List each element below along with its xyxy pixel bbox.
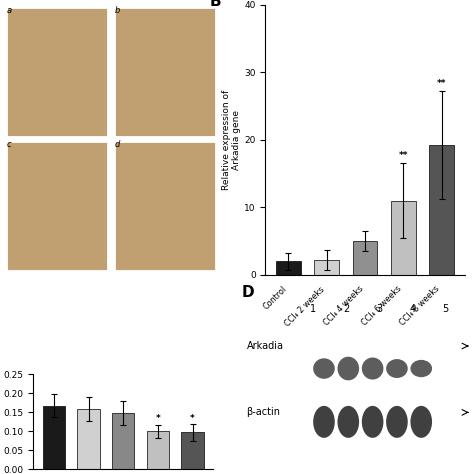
Bar	[353, 241, 377, 275]
Text: 4: 4	[410, 304, 415, 314]
Bar	[181, 432, 204, 469]
Bar	[43, 406, 65, 469]
Ellipse shape	[362, 406, 383, 438]
Ellipse shape	[410, 360, 432, 377]
Text: d: d	[115, 140, 120, 149]
Y-axis label: Relative expression of
Arkadia gene: Relative expression of Arkadia gene	[222, 90, 241, 190]
Ellipse shape	[386, 359, 408, 378]
Ellipse shape	[337, 406, 359, 438]
Text: **: **	[437, 79, 447, 88]
Text: Arkadia: Arkadia	[246, 341, 283, 351]
Text: a: a	[7, 6, 12, 15]
FancyBboxPatch shape	[6, 141, 108, 271]
Bar	[391, 201, 416, 275]
Text: 2: 2	[343, 304, 349, 314]
Text: **: **	[399, 151, 408, 160]
Text: D: D	[242, 285, 255, 301]
Ellipse shape	[386, 406, 408, 438]
Text: 1: 1	[310, 304, 316, 314]
Text: B: B	[210, 0, 221, 9]
FancyBboxPatch shape	[113, 8, 216, 137]
Bar	[429, 145, 454, 275]
Bar	[112, 413, 135, 469]
Text: β-actin: β-actin	[246, 407, 281, 418]
Ellipse shape	[313, 406, 335, 438]
Text: 3: 3	[376, 304, 382, 314]
Bar	[314, 260, 339, 275]
Bar	[146, 431, 169, 469]
Ellipse shape	[313, 358, 335, 379]
Text: c: c	[7, 140, 11, 149]
Bar	[77, 410, 100, 469]
FancyBboxPatch shape	[6, 8, 108, 137]
Bar	[276, 262, 301, 275]
Ellipse shape	[410, 406, 432, 438]
Text: b: b	[115, 6, 120, 15]
Text: *: *	[190, 414, 195, 423]
Text: *: *	[155, 414, 160, 423]
FancyBboxPatch shape	[113, 141, 216, 271]
Text: 5: 5	[442, 304, 449, 314]
Ellipse shape	[362, 357, 383, 380]
Ellipse shape	[337, 357, 359, 380]
